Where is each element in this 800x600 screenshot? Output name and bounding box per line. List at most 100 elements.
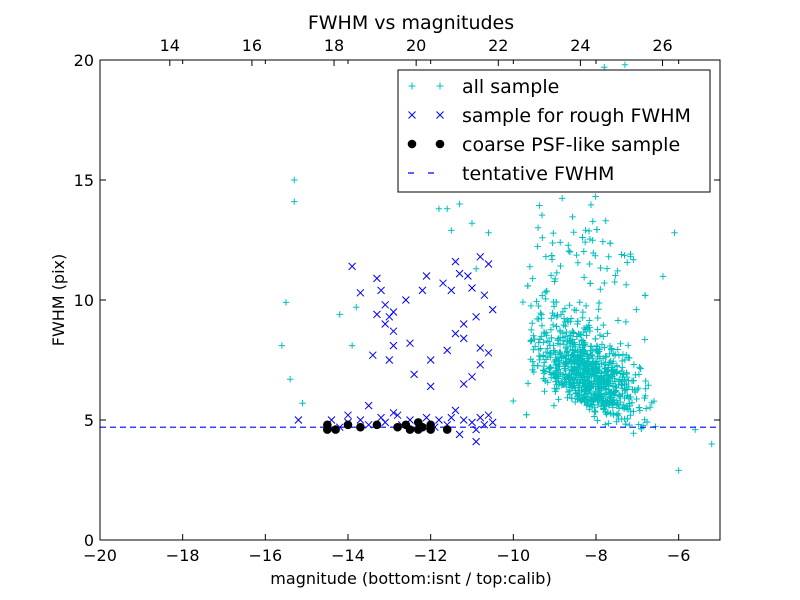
all-sample-point [472,265,480,272]
all-sample-point [597,286,604,293]
all-sample-point [671,229,678,236]
all-sample-point [605,420,612,427]
all-sample-point [580,376,588,383]
rough-fwhm-sample-point [447,413,456,422]
all-sample-point [626,421,633,429]
all-sample-point [550,342,557,349]
legend-marker-all-sample [408,82,416,90]
all-sample-point [524,380,532,387]
all-sample-point [592,252,599,259]
rough-fwhm-sample-point [356,416,365,424]
all-sample-point [596,379,604,386]
rough-fwhm-sample-point [435,416,443,424]
rough-fwhm-sample-point [294,416,303,424]
all-sample-point [510,397,517,405]
all-sample-point [578,350,585,358]
all-sample-point [596,383,603,391]
all-sample-point [523,411,530,418]
all-sample-point [534,243,541,250]
rough-fwhm-sample-point [368,351,377,360]
all-sample-point [552,388,559,395]
all-sample-point [594,349,602,357]
all-sample-point [576,379,584,387]
all-sample-point [605,253,612,260]
rough-fwhm-sample-point [464,272,472,280]
all-sample-point [553,269,561,277]
all-sample-point [632,371,639,379]
all-sample-point [588,351,596,359]
all-sample-point [630,408,637,415]
all-sample-point [642,385,649,392]
all-sample-point [536,202,543,209]
all-sample-point [537,309,544,317]
all-sample-point [603,265,611,272]
all-sample-point [603,378,610,386]
all-sample-point [583,395,591,403]
all-sample-point [596,331,604,339]
all-sample-point [597,373,605,381]
all-sample-point [595,299,603,307]
all-sample-point [588,361,595,368]
rough-fwhm-sample-point [381,300,390,309]
all-sample-point [586,235,594,243]
legend-marker-all-sample [436,82,444,90]
all-sample-point [531,343,539,350]
all-sample-point [555,369,563,377]
all-sample-point [626,354,633,362]
all-sample-point [586,260,593,268]
all-sample-point [547,363,554,371]
legend-marker-rough-fwhm-sample [408,111,416,119]
all-sample-point [565,242,572,249]
all-sample-point [604,361,612,369]
all-sample-point [581,365,589,373]
all-sample-point [612,272,619,279]
all-sample-point [636,407,644,414]
all-sample-point [542,348,550,356]
all-sample-point [585,227,593,235]
all-sample-point [604,379,611,386]
all-sample-point [587,280,594,287]
all-sample-point [539,353,547,360]
all-sample-point [557,239,564,246]
all-sample-point [599,238,607,245]
psf-like-sample-point [393,422,402,432]
all-sample-point [601,365,608,373]
all-sample-point [708,440,715,448]
all-sample-point [593,342,600,350]
all-sample-point [582,382,589,389]
all-sample-point [551,278,558,285]
all-sample-point [608,372,616,380]
all-sample-point [593,226,601,233]
all-sample-point [622,281,630,288]
all-sample-point [529,358,536,365]
all-sample-point [561,360,568,368]
all-sample-point [549,309,556,317]
top-x-tick-label: 22 [488,36,508,55]
all-sample-point [617,340,624,347]
all-sample-point [609,404,617,411]
top-x-tick-label: 26 [652,36,672,55]
all-sample-point [614,267,621,275]
legend-label-psf-like-sample: coarse PSF-like sample [462,134,680,156]
all-sample-point [620,405,628,412]
rough-fwhm-sample-point [455,430,464,439]
all-sample-point [614,346,621,353]
legend-marker-rough-fwhm-sample [436,111,444,119]
all-sample-point [596,363,603,371]
all-sample-point [546,350,554,357]
all-sample-point [622,318,630,326]
all-sample-point [557,262,564,270]
all-sample-point [435,205,443,212]
all-sample-point [553,323,560,330]
all-sample-point [633,395,640,403]
all-sample-point [629,386,636,393]
all-sample-point [601,279,608,287]
all-sample-point [614,317,622,324]
all-sample-point [618,380,625,388]
rough-fwhm-sample-point [480,291,489,300]
all-sample-point [602,365,609,372]
all-sample-point [592,335,599,343]
all-sample-point [549,239,556,247]
top-x-tick-label: 18 [324,36,344,55]
